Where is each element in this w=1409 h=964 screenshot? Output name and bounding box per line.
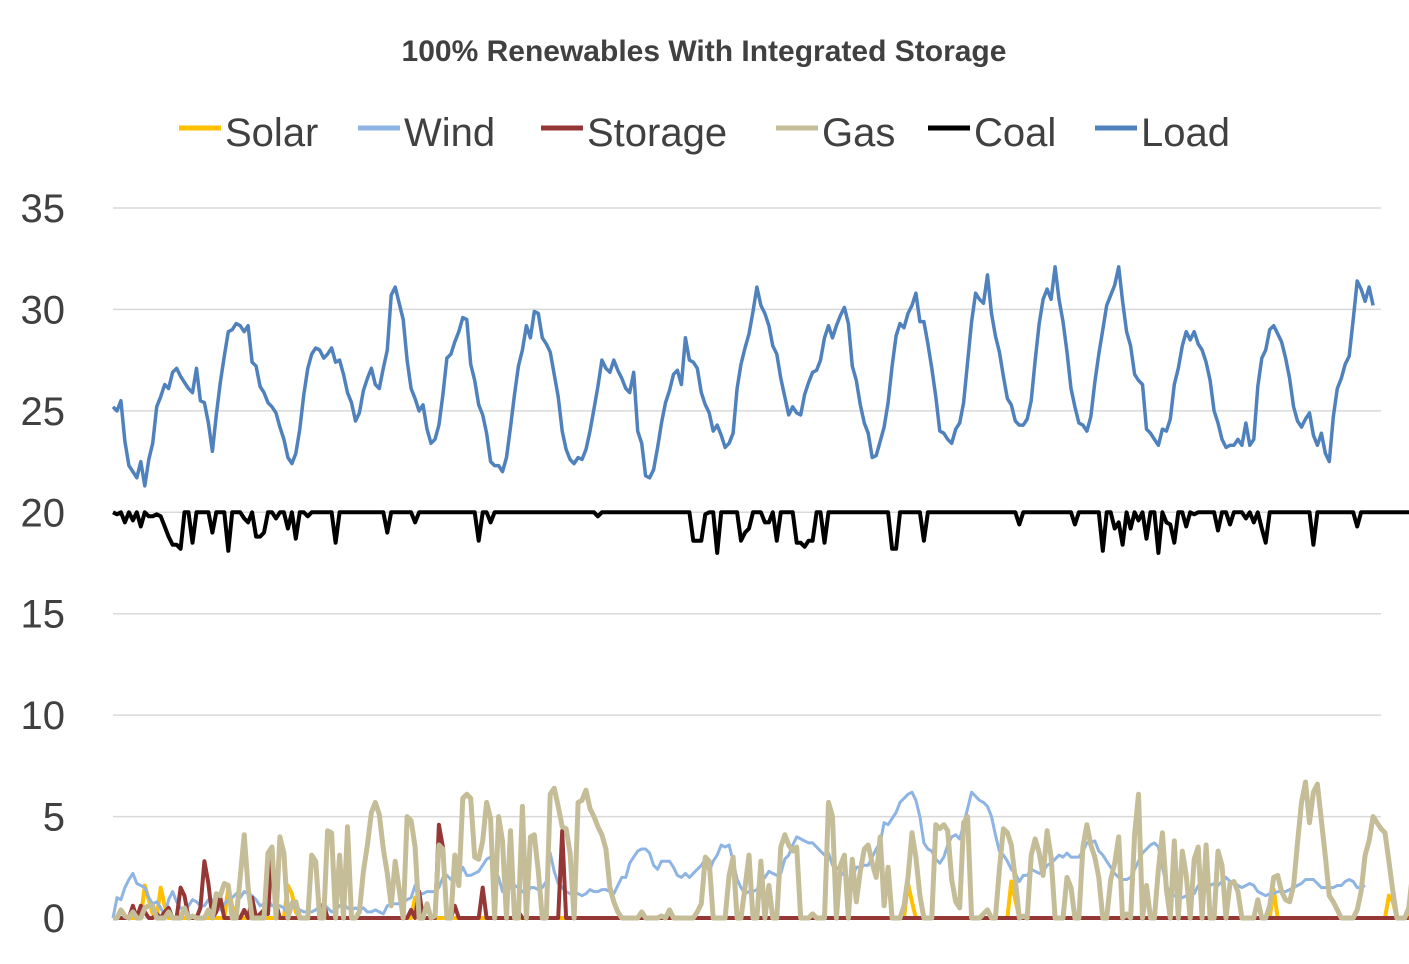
chart-title: 100% Renewables With Integrated Storage xyxy=(402,35,1007,68)
legend-label: Load xyxy=(1141,111,1230,155)
y-tick-label: 35 xyxy=(21,187,66,231)
legend-item-load: Load xyxy=(1095,111,1230,155)
legend-label: Solar xyxy=(225,111,318,155)
y-tick-label: 5 xyxy=(43,796,65,840)
legend-label: Gas xyxy=(822,111,895,155)
legend-item-gas: Gas xyxy=(776,111,895,155)
y-tick-label: 30 xyxy=(21,288,66,332)
series-line-storage xyxy=(113,822,1409,920)
legend-label: Storage xyxy=(587,111,727,155)
y-tick-label: 0 xyxy=(43,897,65,941)
y-axis-ticks: 0 5 10 15 20 25 30 35 xyxy=(21,187,66,941)
legend: Solar Wind Storage Gas Coal Load xyxy=(179,111,1230,155)
legend-label: Wind xyxy=(404,111,495,155)
legend-label: Coal xyxy=(974,111,1056,155)
y-tick-label: 15 xyxy=(21,593,66,637)
y-tick-label: 10 xyxy=(21,694,66,738)
series-line-gas xyxy=(113,779,1409,921)
y-tick-label: 25 xyxy=(21,390,66,434)
legend-item-solar: Solar xyxy=(179,111,318,155)
legend-item-storage: Storage xyxy=(541,111,727,155)
series-line-load xyxy=(111,265,1375,488)
legend-item-wind: Wind xyxy=(358,111,495,155)
y-tick-label: 20 xyxy=(21,491,66,535)
plot-area xyxy=(111,265,1409,921)
series-line-coal xyxy=(112,510,1409,555)
legend-item-coal: Coal xyxy=(928,111,1056,155)
